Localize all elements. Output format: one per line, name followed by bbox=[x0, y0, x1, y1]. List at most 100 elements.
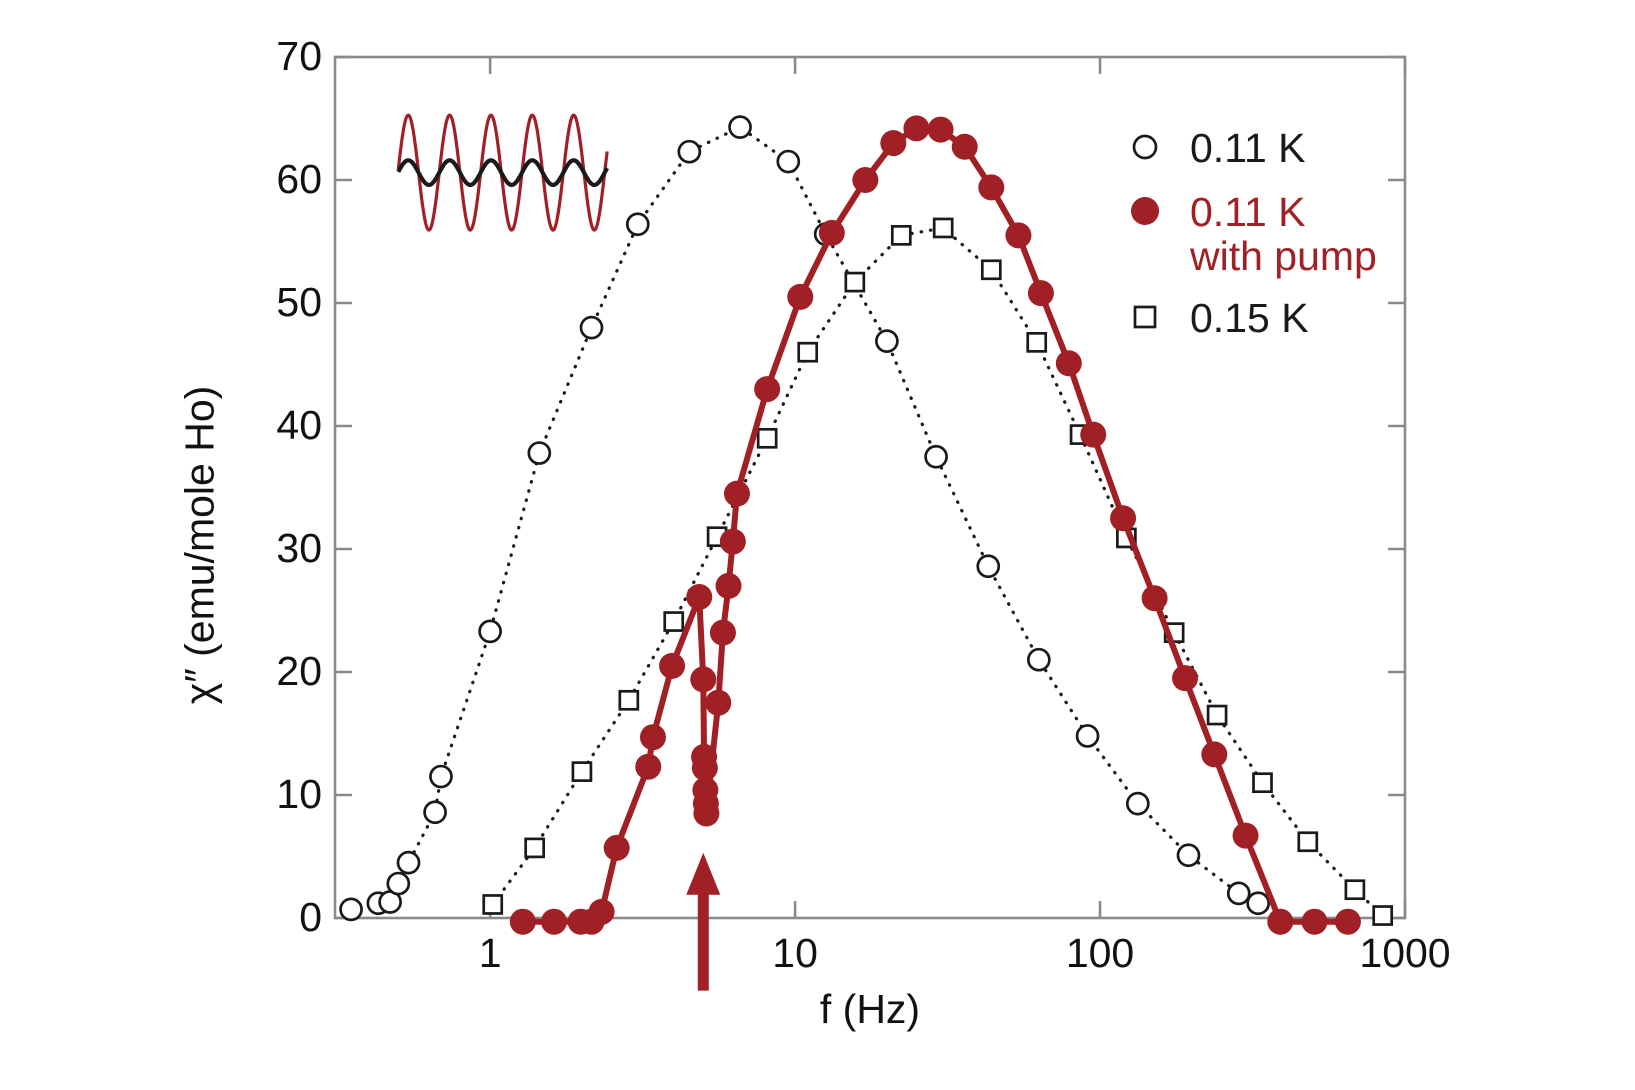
series-011K-marker bbox=[776, 149, 801, 174]
y-tick-label: 40 bbox=[276, 402, 322, 448]
legend-item-015K: 0.15 K bbox=[1126, 296, 1309, 340]
series-015K-marker bbox=[571, 761, 593, 782]
series-011K-pump-marker bbox=[659, 652, 686, 679]
legend-item-011K-with-pump: 0.11 K with pump bbox=[1126, 190, 1377, 278]
series-011K-pump-marker bbox=[787, 283, 814, 310]
y-tick-label: 0 bbox=[299, 894, 322, 940]
x-tick-label: 1 bbox=[479, 930, 502, 976]
series-015K-marker bbox=[482, 894, 504, 915]
y-tick-label: 10 bbox=[276, 771, 322, 817]
series-011K-pump-marker bbox=[715, 572, 742, 599]
series-011K-pump-marker bbox=[719, 528, 746, 555]
series-011K-pump-marker bbox=[639, 724, 666, 751]
plot-frame bbox=[333, 55, 1407, 920]
legend-label-line1: 0.11 K bbox=[1190, 189, 1306, 235]
series-011K-marker bbox=[625, 212, 650, 237]
series-011K-pump-marker bbox=[1027, 280, 1054, 307]
series-011K-pump-marker bbox=[1080, 421, 1107, 448]
series-015K-marker bbox=[1026, 332, 1048, 353]
series-015K-marker bbox=[1252, 772, 1273, 794]
series-015K-marker bbox=[663, 611, 685, 632]
series-015K-marker bbox=[524, 837, 546, 859]
series-015K-marker bbox=[756, 427, 778, 449]
series-011K-pump-marker bbox=[1267, 908, 1294, 935]
series-011K-pump-marker bbox=[1005, 222, 1032, 249]
series-015K-marker bbox=[1372, 905, 1394, 926]
series-011K-marker bbox=[527, 441, 552, 465]
series-011K-marker bbox=[1075, 724, 1100, 748]
series-011K-pump-marker bbox=[1141, 585, 1168, 612]
series-011K-marker bbox=[1026, 647, 1051, 672]
series-011K-pump-marker bbox=[1232, 822, 1259, 849]
series-015K-line bbox=[491, 226, 1385, 918]
series-011K-pump-marker bbox=[1055, 350, 1082, 377]
series-011K-pump-marker bbox=[1201, 741, 1228, 768]
y-axis-title: χ″ (emu/mole Ho) bbox=[176, 385, 223, 705]
series-011K-pump-marker bbox=[588, 898, 615, 925]
series-011K-marker bbox=[976, 554, 1001, 579]
series-011K-pump-marker bbox=[1110, 505, 1137, 532]
series-011K-pump-marker bbox=[852, 167, 879, 193]
series-015K-marker bbox=[618, 689, 640, 711]
series-011K-pump-marker bbox=[635, 753, 662, 780]
series-011K-pump-marker bbox=[1172, 665, 1199, 692]
series-011K-pump-marker bbox=[723, 480, 750, 507]
series-015K-marker bbox=[1206, 704, 1228, 726]
legend-label-line2: with pump bbox=[1190, 233, 1377, 279]
x-tick-label: 1000 bbox=[1359, 930, 1450, 976]
x-tick-label: 100 bbox=[1066, 930, 1134, 976]
series-011K-pump-marker bbox=[691, 754, 718, 781]
series-015K-marker bbox=[980, 259, 1002, 281]
series-015K-marker bbox=[890, 225, 912, 246]
y-tick-label: 20 bbox=[276, 648, 322, 694]
series-015K-marker bbox=[1344, 879, 1366, 901]
y-tick-label: 70 bbox=[276, 33, 322, 79]
series-011K-marker bbox=[429, 764, 453, 789]
series-015K-marker bbox=[797, 341, 819, 363]
series-015K-marker bbox=[932, 217, 954, 239]
pump-arrow-head bbox=[686, 852, 721, 895]
series-011K-pump-marker bbox=[693, 800, 720, 827]
series-011K-pump-marker bbox=[686, 583, 713, 610]
series-011K-marker bbox=[1226, 881, 1251, 906]
series-015K-marker bbox=[844, 271, 866, 293]
series-011K-pump-marker bbox=[818, 219, 845, 246]
series-011K-pump-marker bbox=[880, 130, 907, 157]
series-011K-marker bbox=[924, 444, 948, 469]
series-011K-marker bbox=[478, 619, 502, 644]
y-tick-label: 60 bbox=[276, 156, 322, 202]
series-011K-pump-marker bbox=[705, 689, 732, 716]
series-011K-marker bbox=[875, 329, 899, 353]
series-011K-marker bbox=[386, 871, 411, 896]
x-axis-title: f (Hz) bbox=[819, 986, 921, 1032]
series-011K-pump-marker bbox=[927, 116, 954, 143]
series-011K-marker bbox=[1125, 791, 1150, 816]
y-tick-label: 50 bbox=[276, 279, 322, 325]
legend-label-011K-with-pump: 0.11 K with pump bbox=[1190, 190, 1377, 278]
series-011K-marker bbox=[396, 850, 421, 875]
series-011K-pump-marker bbox=[603, 834, 630, 861]
series-011K-pump-marker bbox=[951, 133, 978, 160]
series-011K-pump-marker bbox=[509, 908, 536, 935]
legend-item-011K: 0.11 K bbox=[1126, 126, 1306, 170]
series-011K-pump-marker bbox=[754, 376, 781, 403]
series-011K-marker bbox=[423, 800, 447, 825]
series-011K-pump-marker bbox=[709, 619, 736, 646]
legend-label-011K: 0.11 K bbox=[1190, 125, 1306, 171]
filled-circle-icon bbox=[1131, 197, 1159, 225]
series-011K-marker bbox=[579, 315, 604, 340]
x-tick-label: 10 bbox=[772, 930, 818, 976]
series-011K-marker bbox=[1176, 843, 1201, 868]
series-011K-marker bbox=[677, 139, 702, 164]
series-011K-pump-marker bbox=[978, 174, 1005, 201]
series-015K-marker bbox=[1297, 831, 1319, 853]
response-wave bbox=[396, 158, 609, 188]
series-011K-pump-marker bbox=[903, 115, 930, 142]
legend-label-015K: 0.15 K bbox=[1190, 295, 1309, 341]
series-011K-pump-marker bbox=[1301, 908, 1328, 935]
series-011K-pump-marker bbox=[1334, 908, 1361, 935]
open-circle-icon bbox=[1132, 134, 1158, 160]
open-square-icon bbox=[1133, 305, 1157, 329]
